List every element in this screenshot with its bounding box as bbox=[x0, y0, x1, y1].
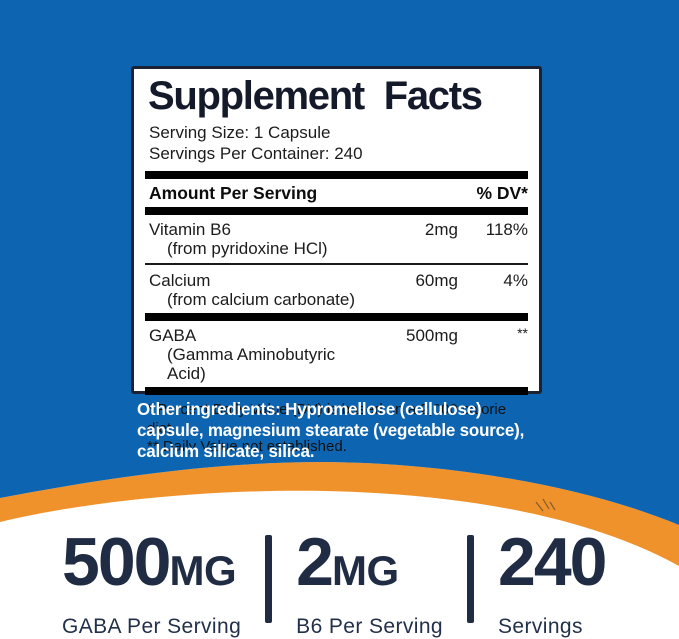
blue-curve-fill bbox=[0, 423, 679, 525]
nutrient-dv: 4% bbox=[503, 271, 528, 290]
stats-bar: 500MG GABA Per Serving 2MG B6 Per Servin… bbox=[0, 528, 679, 639]
stat-gaba-unit: MG bbox=[169, 547, 237, 594]
stat-b6-label: B6 Per Serving bbox=[296, 615, 443, 638]
brush-texture-marks bbox=[535, 498, 556, 512]
stat-b6-unit: MG bbox=[331, 547, 399, 594]
nutrient-row-gaba: GABA (Gamma Aminobutyric Acid) 500mg ** bbox=[149, 321, 528, 387]
nutrient-name: Vitamin B6 bbox=[149, 220, 231, 239]
footnote-dv: * Percent Daily Value (DV) is based on a… bbox=[147, 401, 507, 437]
stat-gaba-number: 500MG bbox=[62, 528, 241, 612]
nutrient-name: Calcium bbox=[149, 271, 211, 290]
stat-servings-value: 240 bbox=[498, 524, 607, 600]
stat-servings-number: 240 bbox=[498, 528, 607, 612]
nutrient-row-vitamin-b6: Vitamin B6 (from pyridoxine HCl) 2mg 118… bbox=[149, 215, 528, 262]
stat-servings-label: Servings bbox=[498, 615, 583, 638]
stat-gaba: 500MG GABA Per Serving bbox=[62, 528, 242, 639]
nutrient-row-calcium: Calcium (from calcium carbonate) 60mg 4% bbox=[149, 266, 528, 313]
other-ingredients-text: Other ingredients: Hypromellose (cellulo… bbox=[137, 399, 525, 461]
percent-dv-label: % DV* bbox=[476, 183, 528, 203]
nutrient-dv: ** bbox=[517, 325, 528, 341]
amount-per-serving-label: Amount Per Serving bbox=[149, 183, 318, 203]
stat-b6-number: 2MG bbox=[296, 528, 443, 612]
divider-bar bbox=[145, 171, 528, 179]
stat-divider bbox=[467, 535, 474, 623]
panel-title: Supplement Facts bbox=[148, 74, 483, 118]
servings-per-container: Servings Per Container: 240 bbox=[149, 143, 363, 163]
nutrient-source: (from calcium carbonate) bbox=[167, 290, 356, 309]
divider-bar bbox=[145, 207, 528, 215]
footnotes: * Percent Daily Value (DV) is based on a… bbox=[145, 395, 528, 457]
stat-gaba-label: GABA Per Serving bbox=[62, 615, 242, 638]
nutrient-amount: 2mg bbox=[424, 220, 458, 239]
nutrient-dv: 118% bbox=[485, 220, 528, 239]
nutrient-name-block: Vitamin B6 (from pyridoxine HCl) bbox=[149, 220, 362, 258]
nutrient-name: GABA bbox=[149, 326, 197, 345]
thin-separator bbox=[145, 263, 528, 265]
nutrient-name-block: GABA (Gamma Aminobutyric Acid) bbox=[149, 326, 362, 383]
stat-gaba-value: 500 bbox=[62, 524, 171, 600]
orange-swoosh-band bbox=[0, 462, 679, 566]
nutrient-source: (from pyridoxine HCl) bbox=[167, 239, 328, 258]
footnote-not-established: ** Daily Value not established. bbox=[147, 438, 347, 455]
serving-size: Serving Size: 1 Capsule bbox=[149, 123, 331, 142]
nutrient-source: (Gamma Aminobutyric Acid) bbox=[167, 345, 336, 383]
table-header-row: Amount Per Serving % DV* bbox=[149, 179, 528, 207]
stat-divider bbox=[265, 535, 273, 623]
nutrient-amount: 60mg bbox=[415, 271, 458, 290]
stat-b6-value: 2 bbox=[296, 524, 334, 600]
divider-bar bbox=[145, 313, 528, 321]
supplement-facts-panel: Supplement Facts Serving Size: 1 Capsule… bbox=[131, 66, 542, 455]
nutrient-name-block: Calcium (from calcium carbonate) bbox=[149, 271, 362, 309]
nutrient-amount: 500mg bbox=[406, 326, 458, 345]
orange-swoosh-graphic bbox=[0, 423, 679, 566]
divider-bar bbox=[145, 387, 528, 395]
